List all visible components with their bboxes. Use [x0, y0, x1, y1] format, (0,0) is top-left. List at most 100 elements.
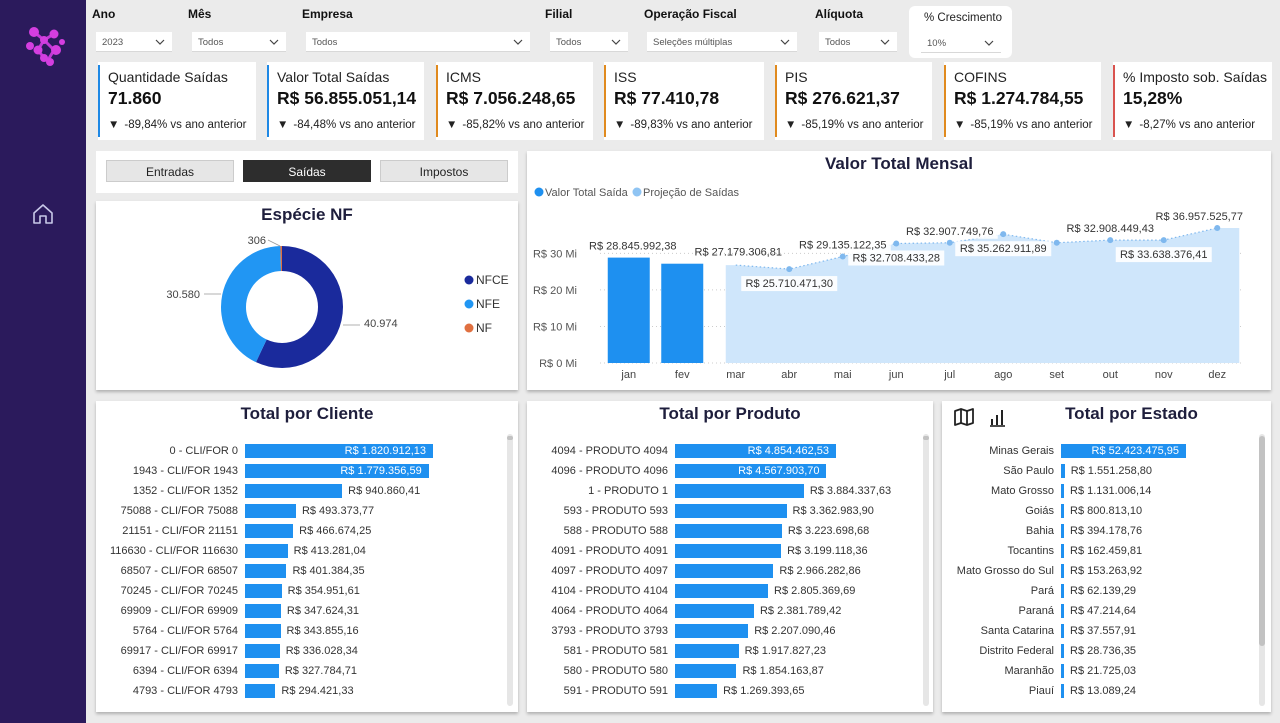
tab-entradas[interactable]: Entradas [106, 160, 234, 182]
kpi-accent-bar [267, 65, 269, 137]
projection-point[interactable] [1000, 231, 1007, 238]
operacao-dropdown[interactable]: Seleções múltiplas [647, 32, 797, 52]
row-bar[interactable] [245, 464, 429, 478]
row-value: R$ 2.207.090,46 [754, 625, 836, 637]
row-bar[interactable] [1061, 484, 1064, 498]
row-bar[interactable] [1061, 664, 1064, 678]
row-bar[interactable] [245, 584, 282, 598]
row-bar[interactable] [245, 524, 294, 538]
projection-point[interactable] [946, 239, 953, 246]
crescimento-dropdown[interactable]: 10% [921, 33, 1001, 53]
scroll-thumb[interactable] [507, 436, 513, 440]
projection-point[interactable] [1053, 239, 1060, 246]
projection-data-label: R$ 32.907.749,76 [906, 226, 993, 238]
projection-data-label: R$ 25.710.471,30 [746, 278, 833, 290]
row-bar[interactable] [245, 484, 343, 498]
month-bar[interactable] [607, 257, 650, 363]
map-icon[interactable] [953, 407, 975, 427]
row-bar[interactable] [245, 684, 276, 698]
tab-impostos[interactable]: Impostos [380, 160, 508, 182]
row-bar[interactable] [675, 504, 787, 518]
home-icon[interactable] [31, 202, 55, 226]
total-estado-panel: Total por Estado Minas Gerais R$ 52.423.4… [942, 401, 1271, 712]
kpi-card: ICMS R$ 7.056.248,65 ▼ -85,82% vs ano anter… [436, 62, 593, 140]
row-bar[interactable] [675, 444, 836, 458]
legend-label[interactable]: Projeção de Saídas [643, 187, 740, 199]
row-bar[interactable] [675, 584, 769, 598]
row-bar[interactable] [675, 524, 782, 538]
row-bar[interactable] [245, 624, 281, 638]
row-bar[interactable] [1061, 524, 1064, 538]
row-bar[interactable] [1061, 584, 1064, 598]
row-bar[interactable] [245, 664, 279, 678]
row-label: Pará [1030, 585, 1054, 597]
row-bar[interactable] [1061, 444, 1186, 458]
data-label-bg [794, 237, 891, 253]
projection-point[interactable] [839, 253, 846, 260]
mes-dropdown[interactable]: Todos [192, 32, 286, 52]
scrollbar[interactable] [923, 434, 929, 706]
filial-dropdown[interactable]: Todos [550, 32, 628, 52]
row-bar[interactable] [1061, 604, 1064, 618]
row-bar[interactable] [675, 564, 774, 578]
bar-chart-icon[interactable] [988, 407, 1006, 427]
projection-point[interactable] [1160, 237, 1167, 244]
row-bar[interactable] [1061, 544, 1064, 558]
row-bar[interactable] [675, 624, 749, 638]
scrollbar[interactable] [1259, 434, 1265, 706]
ano-dropdown[interactable]: 2023 [96, 32, 172, 52]
row-label: 580 - PRODUTO 580 [563, 665, 668, 677]
row-bar[interactable] [675, 464, 827, 478]
row-bar[interactable] [675, 684, 718, 698]
row-value: R$ 1.551.258,80 [1070, 465, 1153, 477]
scroll-thumb[interactable] [923, 436, 929, 440]
x-tick-label: set [1049, 369, 1064, 381]
donut-slice-nfce[interactable] [255, 246, 343, 368]
row-bar[interactable] [245, 564, 287, 578]
panel-title: Total por Produto [659, 404, 801, 423]
row-bar[interactable] [245, 644, 280, 658]
donut-slice-nfe[interactable] [221, 246, 282, 363]
tab-saidas[interactable]: Saídas [243, 160, 371, 182]
projection-point[interactable] [1214, 224, 1221, 231]
legend-label[interactable]: NF [476, 321, 492, 335]
row-bar[interactable] [675, 664, 737, 678]
kpi-delta: ▼ -85,82% vs ano anterior [446, 119, 585, 131]
row-bar[interactable] [675, 544, 782, 558]
row-bar[interactable] [245, 444, 433, 458]
projection-data-label: R$ 29.135.122,35 [799, 240, 886, 252]
projection-point[interactable] [786, 266, 793, 273]
donut-slice-nf[interactable] [280, 246, 282, 272]
legend-label[interactable]: NFCE [476, 273, 509, 287]
filter-label: Operação Fiscal [644, 7, 737, 21]
row-label: Tocantins [1007, 545, 1054, 557]
row-bar[interactable] [1061, 504, 1064, 518]
dropdown-value: Seleções múltiplas [653, 37, 733, 48]
projection-point[interactable] [893, 240, 900, 247]
filter-label: Mês [188, 7, 212, 21]
scrollbar[interactable] [507, 434, 513, 706]
dropdown-value: Todos [825, 37, 851, 48]
row-bar[interactable] [675, 604, 754, 618]
row-bar[interactable] [1061, 644, 1064, 658]
row-bar[interactable] [245, 544, 288, 558]
legend-label[interactable]: NFE [476, 297, 500, 311]
row-bar[interactable] [675, 644, 739, 658]
kpi-title: Valor Total Saídas [277, 69, 390, 85]
aliquota-dropdown[interactable]: Todos [819, 32, 897, 52]
row-bar[interactable] [245, 604, 281, 618]
empresa-dropdown[interactable]: Todos [306, 32, 530, 52]
legend-label[interactable]: Valor Total Saída [545, 187, 629, 199]
row-label: Santa Catarina [980, 625, 1054, 637]
row-bar[interactable] [1061, 564, 1064, 578]
row-bar[interactable] [245, 504, 296, 518]
month-bar[interactable] [661, 263, 704, 363]
row-bar[interactable] [675, 484, 804, 498]
row-bar[interactable] [1061, 464, 1065, 478]
row-bar[interactable] [1061, 684, 1064, 698]
row-value: R$ 37.557,91 [1070, 625, 1137, 637]
scroll-thumb[interactable] [1259, 436, 1265, 646]
row-value: R$ 2.966.282,86 [779, 565, 861, 577]
projection-point[interactable] [1107, 237, 1114, 244]
row-bar[interactable] [1061, 624, 1064, 638]
